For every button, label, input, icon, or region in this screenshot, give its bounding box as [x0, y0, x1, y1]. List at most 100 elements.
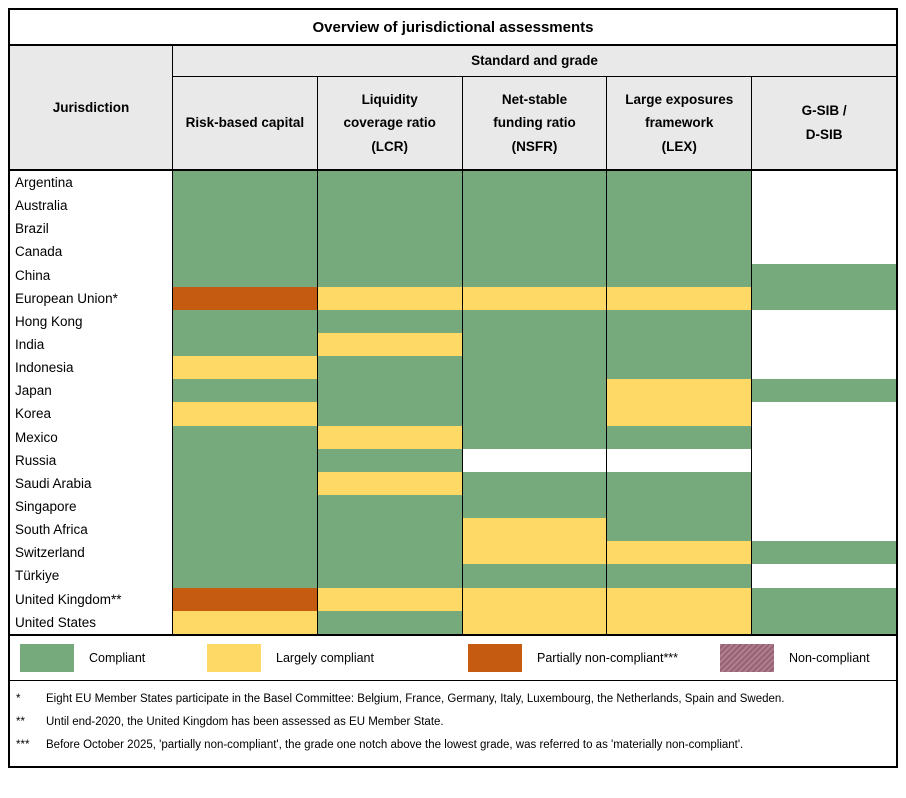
grade-cell — [316, 379, 462, 403]
grade-cell — [751, 425, 896, 449]
grade-cell — [316, 309, 462, 333]
grade-cell — [606, 402, 752, 426]
grade-cell — [606, 541, 752, 565]
footnote-marker: * — [16, 692, 21, 705]
grade-cell — [461, 541, 607, 565]
grade-cell — [606, 425, 752, 449]
grade-cell — [172, 286, 317, 310]
grade-cell — [316, 610, 462, 634]
grade-cell — [751, 564, 896, 588]
grade-cell — [172, 217, 317, 241]
footnote: * Eight EU Member States participate in t… — [16, 688, 886, 711]
footnotes: * Eight EU Member States participate in t… — [10, 679, 896, 766]
table-row: Switzerland — [10, 541, 896, 565]
grade-cell — [751, 171, 896, 195]
legend-item: Largely compliant — [207, 636, 374, 680]
footnote: ** Until end-2020, the United Kingdom has… — [16, 711, 886, 734]
legend-label: Partially non-compliant*** — [537, 650, 679, 665]
grade-cell — [606, 448, 752, 472]
grade-cell — [316, 402, 462, 426]
grade-cell — [316, 286, 462, 310]
grade-cell — [461, 610, 607, 634]
table-row: Brazil — [10, 217, 896, 241]
grade-cell — [751, 518, 896, 542]
table-row: China — [10, 263, 896, 287]
standard-column-headers: Risk-based capital Liquidity coverage rat… — [173, 77, 896, 169]
grade-cell — [172, 564, 317, 588]
grade-cell — [751, 448, 896, 472]
table-row: Russia — [10, 448, 896, 472]
footnote-marker: ** — [16, 715, 25, 728]
jurisdiction-label: South Africa — [10, 518, 172, 542]
jurisdiction-label: Switzerland — [10, 541, 172, 565]
grade-cell — [461, 309, 607, 333]
table-body: Argentina Australia Brazil Canada China Europ… — [10, 171, 896, 634]
table-row: Türkiye — [10, 564, 896, 588]
jurisdiction-label: Hong Kong — [10, 309, 172, 333]
jurisdiction-label: Türkiye — [10, 564, 172, 588]
column-header: Risk-based capital — [185, 115, 305, 131]
table-row: United States — [10, 610, 896, 634]
grade-cell — [172, 541, 317, 565]
legend-swatch — [468, 643, 522, 672]
jurisdiction-label: Korea — [10, 402, 172, 426]
grade-cell — [461, 425, 607, 449]
grade-cell — [172, 425, 317, 449]
jurisdiction-label: Brazil — [10, 217, 172, 241]
table-row: Australia — [10, 194, 896, 218]
column-header: G-SIB / D-SIB — [751, 77, 896, 169]
grade-cell — [172, 379, 317, 403]
table-row: Japan — [10, 379, 896, 403]
footnote-text: Until end-2020, the United Kingdom has b… — [46, 715, 444, 728]
table-row: Mexico — [10, 425, 896, 449]
grade-cell — [751, 379, 896, 403]
grade-cell — [606, 286, 752, 310]
grade-cell — [751, 494, 896, 519]
jurisdiction-label: Argentina — [10, 171, 172, 195]
footnote: *** Before October 2025, 'partially non-c… — [16, 734, 886, 757]
jurisdiction-label: United States — [10, 610, 172, 634]
legend-swatch — [720, 643, 774, 672]
grade-cell — [461, 494, 607, 519]
grade-cell — [461, 332, 607, 357]
grade-cell — [316, 518, 462, 542]
grade-cell — [172, 332, 317, 357]
table-row: Saudi Arabia — [10, 471, 896, 495]
table-row: Hong Kong — [10, 309, 896, 333]
table-row: India — [10, 332, 896, 357]
grade-cell — [751, 286, 896, 310]
grade-cell — [172, 194, 317, 218]
grade-cell — [461, 587, 607, 611]
grade-cell — [606, 217, 752, 241]
grade-cell — [751, 402, 896, 426]
grade-cell — [751, 541, 896, 565]
grade-cell — [461, 171, 607, 195]
grade-cell — [751, 217, 896, 241]
footnote-text: Before October 2025, 'partially non-comp… — [46, 738, 744, 751]
standards-header-group: Standard and grade Risk-based capital Liq… — [172, 46, 896, 169]
legend-item: Partially non-compliant*** — [468, 636, 678, 680]
figure-title: Overview of jurisdictional assessments — [10, 10, 896, 46]
grade-cell — [606, 610, 752, 634]
grade-cell — [751, 240, 896, 264]
grade-cell — [316, 332, 462, 357]
grade-cell — [461, 402, 607, 426]
grade-cell — [316, 448, 462, 472]
table-row: Canada — [10, 240, 896, 264]
legend-swatch — [20, 643, 74, 672]
jurisdiction-label: Canada — [10, 240, 172, 264]
grade-cell — [606, 494, 752, 519]
grade-cell — [606, 379, 752, 403]
grade-cell — [461, 194, 607, 218]
grade-cell — [172, 610, 317, 634]
grade-cell — [461, 286, 607, 310]
legend-item: Non-compliant — [720, 636, 870, 680]
grade-cell — [316, 171, 462, 195]
table-row: European Union* — [10, 286, 896, 310]
grade-cell — [751, 610, 896, 634]
jurisdiction-label: Saudi Arabia — [10, 471, 172, 495]
assessment-table: Jurisdiction Standard and grade Risk-bas… — [10, 46, 896, 634]
grade-cell — [606, 564, 752, 588]
grade-cell — [461, 564, 607, 588]
grade-cell — [461, 471, 607, 495]
